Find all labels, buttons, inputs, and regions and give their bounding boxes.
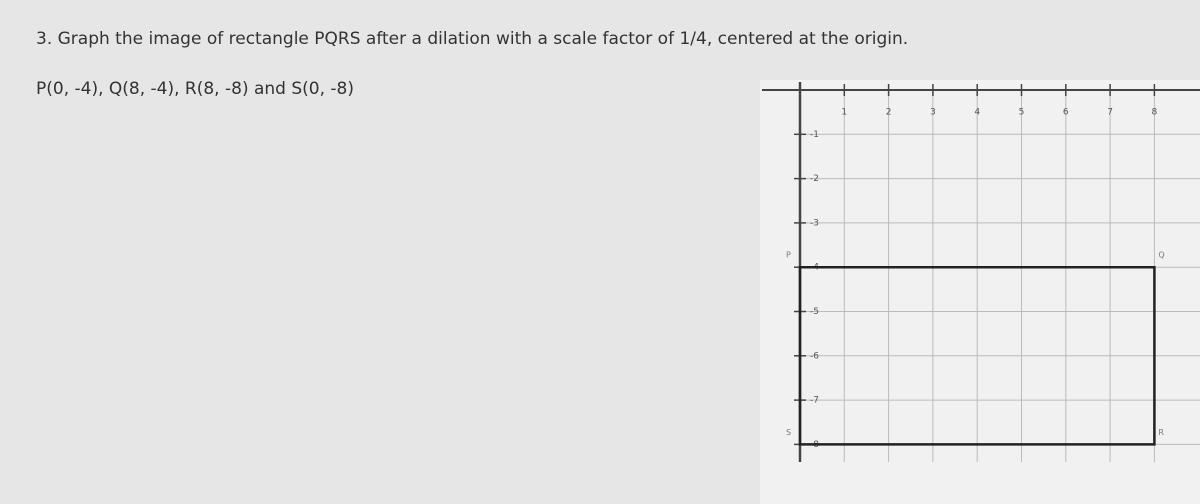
x-tick-label: 4 (974, 108, 980, 118)
x-tick-label: 6 (1063, 108, 1069, 118)
x-tick-label: 7 (1107, 108, 1113, 118)
question: 3. Graph the image of rectangle PQRS aft… (36, 29, 908, 49)
y-tick-label: -6 (810, 351, 819, 361)
y-tick-label: -3 (810, 218, 819, 228)
vertex-label: P (786, 251, 791, 260)
vertex-label: R (1158, 428, 1164, 437)
y-tick-label: -5 (810, 307, 819, 317)
x-tick-label: 3 (930, 108, 936, 118)
y-tick-label: -2 (810, 174, 819, 184)
points: P(0, -4), Q(8, -4), R(8, -8) and S(0, -8… (36, 79, 354, 99)
x-tick-label: 1 (841, 108, 847, 118)
rectangle-pqrs (798, 265, 1156, 446)
x-tick-label: 2 (886, 108, 892, 118)
x-tick-label: 8 (1152, 108, 1158, 118)
vertex-label: S (786, 428, 791, 437)
y-tick-label: -7 (810, 396, 819, 406)
x-tick-label: 5 (1019, 108, 1025, 118)
graph-paper (760, 80, 1200, 504)
y-tick-label: -1 (810, 130, 819, 140)
vertex-label: Q (1158, 251, 1164, 260)
